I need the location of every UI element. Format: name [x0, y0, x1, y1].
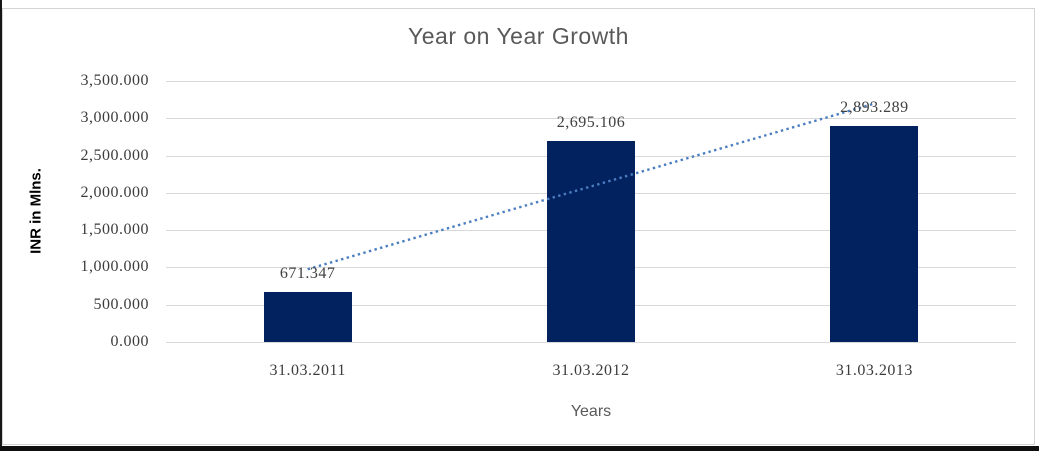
bar[interactable]: [263, 291, 352, 342]
y-tick-label: 0.000: [110, 333, 149, 350]
gridline: [166, 118, 1016, 120]
y-tick-label: 2,500.000: [80, 146, 149, 164]
bar-data-label: 671.347: [279, 264, 336, 282]
x-tick-label: 31.03.2013: [835, 362, 913, 379]
x-tick-label: 31.03.2011: [269, 362, 346, 379]
bar-data-label: 2,695.106: [556, 114, 626, 132]
x-tick-label: 31.03.2012: [552, 362, 630, 379]
y-tick-label: 3,000.000: [80, 109, 149, 127]
window-edge-shadow-bottom: [0, 446, 1039, 451]
y-tick-label: 1,500.000: [80, 221, 149, 239]
window-edge-shadow-left: [0, 0, 2, 451]
y-tick-label: 2,000.000: [80, 183, 149, 201]
chart-panel: Year on Year Growth INR in Mlns. Years 0…: [2, 8, 1035, 445]
y-tick-label: 1,000.000: [80, 258, 149, 276]
x-axis-title: Years: [570, 403, 612, 420]
bar[interactable]: [547, 141, 635, 342]
y-tick-label: 500.000: [93, 295, 149, 313]
bar[interactable]: [830, 126, 919, 342]
gridline: [166, 81, 1016, 82]
y-tick-label: 3,500.000: [80, 72, 149, 89]
bar-data-label: 2,893.289: [840, 99, 909, 117]
gridline: [166, 342, 1016, 343]
chart-title: Year on Year Growth: [408, 23, 629, 49]
y-axis-title: INR in Mlns.: [27, 168, 45, 254]
